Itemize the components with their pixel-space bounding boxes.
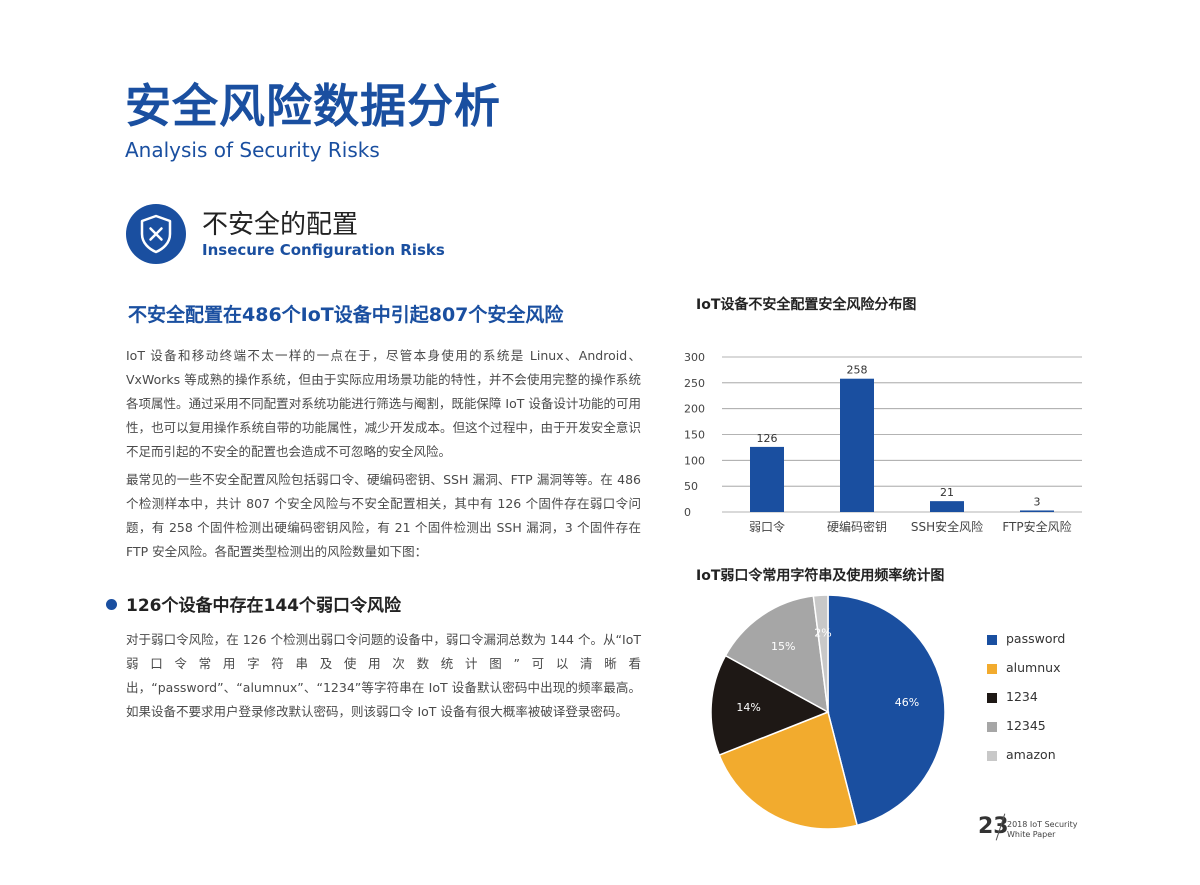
legend-swatch: [987, 721, 997, 732]
legend-item-12345: 12345: [987, 718, 1046, 734]
subheading: 126个设备中存在144个弱口令风险: [126, 596, 401, 616]
bar-value-label: 3: [1034, 495, 1041, 508]
bar-chart: 0 50 100 150 200 250 300 126 弱口令 258 硬编码密钥 21 SSH安全风…: [684, 351, 1082, 534]
x-tick-label: 弱口令: [749, 519, 785, 534]
bar: [840, 378, 874, 512]
bar-value-label: 258: [847, 364, 868, 377]
pie-value-label: 46%: [895, 696, 919, 709]
legend-swatch: [987, 663, 997, 674]
pie-value-label: 2%: [814, 627, 831, 640]
y-tick-label: 50: [684, 480, 698, 493]
x-tick-label: 硬编码密钥: [827, 519, 887, 534]
pie-chart: 46% 14% 15% 2%: [710, 594, 946, 830]
pie-slice-password: [827, 594, 946, 827]
paragraph-risks: 最常见的一些不安全配置风险包括弱口令、硬编码密钥、SSH 漏洞、FTP 漏洞等等…: [126, 472, 641, 559]
footer-line-1: 2018 IoT Security: [1007, 820, 1078, 829]
legend-label: 1234: [1006, 689, 1038, 704]
page-title: 安全风险数据分析: [125, 79, 501, 133]
y-tick-label: 200: [684, 403, 705, 416]
legend-swatch: [987, 692, 997, 703]
pie-slice-alumnux: [718, 710, 859, 830]
pie-value-label: 15%: [771, 640, 795, 653]
x-tick-label: SSH安全风险: [911, 519, 983, 534]
paragraph-intro: IoT 设备和移动终端不太一样的一点在于，尽管本身使用的系统是 Linux、An…: [126, 348, 641, 459]
legend-label: alumnux: [1006, 660, 1061, 675]
y-tick-label: 300: [684, 351, 705, 364]
pie-slice-12345: [724, 595, 829, 714]
bullet-dot-icon: [106, 599, 117, 610]
bar-value-label: 126: [757, 432, 778, 445]
legend-item-password: password: [987, 631, 1065, 647]
legend-label: password: [1006, 631, 1066, 646]
y-tick-label: 100: [684, 454, 705, 467]
bar: [1020, 510, 1054, 512]
page-number: 23: [978, 814, 1009, 839]
legend-swatch: [987, 634, 997, 645]
footer-line-2: White Paper: [1007, 830, 1056, 839]
x-tick-label: FTP安全风险: [1002, 519, 1071, 534]
legend-item-amazon: amazon: [987, 747, 1056, 763]
y-tick-label: 0: [684, 506, 691, 519]
headline: 不安全配置在486个IoT设备中引起807个安全风险: [128, 304, 564, 326]
pie-slice-1234: [710, 654, 830, 757]
legend-item-alumnux: alumnux: [987, 660, 1060, 676]
bar-chart-title: IoT设备不安全配置安全风险分布图: [696, 297, 917, 313]
section-subtitle: Insecure Configuration Risks: [202, 241, 445, 259]
legend-label: 12345: [1006, 718, 1046, 733]
legend-swatch: [987, 750, 997, 761]
legend-item-1234: 1234: [987, 689, 1038, 705]
bar: [930, 501, 964, 512]
y-tick-label: 250: [684, 377, 705, 390]
pie-chart-title: IoT弱口令常用字符串及使用频率统计图: [696, 568, 945, 584]
footer-label: 2018 IoT Security White Paper: [1007, 820, 1077, 840]
paragraph-weak-password: 对于弱口令风险，在 126 个检测出弱口令问题的设备中，弱口令漏洞总数为 144…: [126, 632, 641, 719]
y-tick-label: 150: [684, 429, 705, 442]
pie-value-label: 14%: [736, 701, 760, 714]
shield-x-icon: [126, 204, 186, 264]
bar: [750, 446, 784, 512]
pie-slice-amazon: [812, 594, 829, 713]
legend-label: amazon: [1006, 747, 1056, 762]
bar-value-label: 21: [940, 486, 954, 499]
section-title: 不安全的配置: [202, 210, 359, 240]
page-subtitle: Analysis of Security Risks: [125, 138, 380, 162]
